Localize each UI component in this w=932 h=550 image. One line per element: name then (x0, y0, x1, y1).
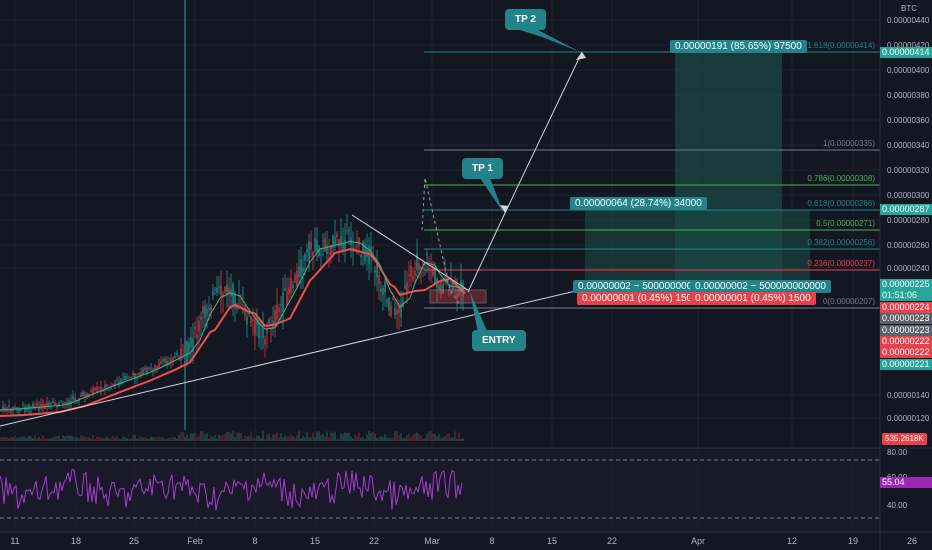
price-axis-label: 0.00000260 (887, 241, 930, 250)
price-tag: 0.00000225 (880, 279, 932, 290)
time-axis-label: 26 (907, 536, 917, 546)
volume-badge: 535.2618K (882, 433, 927, 445)
price-axis-label: 0.00000360 (887, 116, 930, 125)
fib-level-label: 0(0.00000207) (822, 297, 875, 306)
time-axis[interactable]: 11 18 25 Feb 8 15 22 Mar 8 15 22 Apr 12 19 26 (10, 536, 917, 546)
arrow-head-tp2 (576, 52, 586, 60)
fib-level-label: 0.382(0.00000256) (807, 238, 875, 247)
time-axis-label: Apr (691, 536, 705, 546)
time-axis-label: 8 (489, 536, 494, 546)
time-axis-label: 11 (10, 536, 19, 546)
price-axis-label: 0.00000300 (887, 191, 930, 200)
rsi-panel-bg (0, 450, 880, 532)
tp2-pointer (520, 30, 580, 52)
price-axis-label: 40.00 (887, 501, 908, 510)
rsi-line (0, 468, 463, 511)
currency-label: BTC (901, 4, 917, 13)
arrow-head-tp1 (500, 205, 509, 213)
resistance-trendline[interactable] (351, 214, 469, 291)
entry-zone-box[interactable] (429, 289, 487, 304)
price-axis-label: 0.00000140 (887, 391, 930, 400)
fib-levels (424, 51, 880, 309)
price-axis-label: 80.00 (887, 448, 908, 457)
price-tag: 0.00000222 (880, 347, 932, 358)
price-tag: 0.00000224 (880, 302, 932, 313)
projection-zigzag (421, 177, 461, 306)
time-axis-label: Mar (424, 536, 440, 546)
price-axis-label: 0.00000320 (887, 166, 930, 175)
tp2-callout[interactable]: TP 2 (505, 9, 546, 30)
price-axis-label: 0.00000340 (887, 141, 930, 150)
long-tp2-label: 0.00000191 (85.65%) 97500 (670, 40, 807, 53)
fib-level-label: 1.618(0.00000414) (807, 41, 875, 50)
price-tag: 0.00000222 (880, 336, 932, 347)
price-tag: 0.00000223 (880, 325, 932, 336)
long-tp1-label: 0.00000064 (28.74%) 34000 (570, 197, 707, 210)
price-axis-label: 0.00000440 (887, 16, 930, 25)
entry-callout[interactable]: ENTRY (472, 330, 526, 351)
time-axis-label: 12 (787, 536, 797, 546)
long-profit-zone-1 (585, 210, 810, 285)
price-axis-label: 0.00000120 (887, 414, 930, 423)
price-tag: 01:51:06 (880, 290, 932, 301)
entry-pointer (470, 292, 488, 333)
time-axis-label: 19 (848, 536, 858, 546)
time-axis-label: 8 (252, 536, 257, 546)
price-axis-label: 0.00000280 (887, 216, 930, 225)
price-axis-label: 0.00000420 (887, 41, 930, 50)
position-label-left: 0.00000002 ~ 500000000000 (573, 280, 714, 293)
stop-label-left: 0.00000001 (0.45%) 1500 (577, 292, 703, 305)
moving-average-green (0, 240, 466, 411)
stop-label-right: 0.00000001 (0.45%) 1500 (690, 292, 816, 305)
price-tag: 0.00000223 (880, 313, 932, 324)
price-tag: 0.00000221 (880, 359, 932, 370)
tp1-callout[interactable]: TP 1 (462, 158, 503, 179)
price-tag: 0.00000287 (880, 204, 932, 215)
time-axis-label: Feb (187, 536, 203, 546)
fib-level-label: 0.618(0.00000286) (807, 199, 875, 208)
time-axis-label: 22 (369, 536, 379, 546)
time-axis-label: 25 (129, 536, 139, 546)
fib-level-label: 0.236(0.00000237) (807, 259, 875, 268)
time-axis-label: 22 (607, 536, 617, 546)
price-tag: 0.00000414 (880, 47, 932, 58)
candlesticks (0, 213, 464, 417)
fib-level-label: 1(0.00000335) (822, 139, 875, 148)
tp1-pointer (480, 178, 503, 212)
volume-bars (0, 431, 464, 441)
fib-level-label: 0.786(0.00000308) (807, 174, 875, 183)
price-axis-label: 0.00000400 (887, 66, 930, 75)
time-axis-label: 15 (547, 536, 557, 546)
support-trendline[interactable] (0, 289, 581, 427)
position-label-right: 0.00000002 ~ 500000000000 (690, 280, 831, 293)
price-axis-label: 0.00000380 (887, 91, 930, 100)
time-axis-label: 15 (310, 536, 320, 546)
fib-level-label: 0.5(0.00000271) (816, 219, 875, 228)
price-tag: 55.04 (880, 477, 932, 488)
price-axis-label: 0.00000240 (887, 264, 930, 273)
time-axis-label: 18 (71, 536, 81, 546)
moving-average-red (0, 248, 466, 417)
